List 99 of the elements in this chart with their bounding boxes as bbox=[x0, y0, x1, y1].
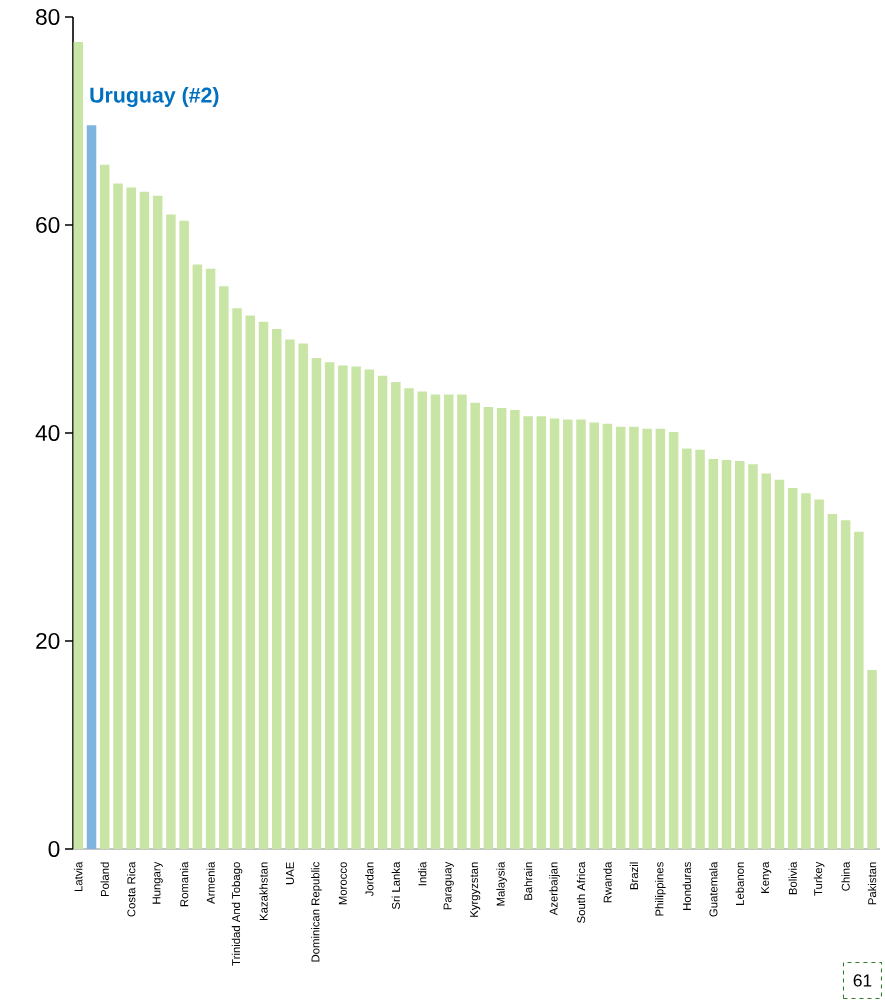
bar bbox=[166, 214, 176, 849]
bar bbox=[655, 428, 666, 849]
y-tick-label: 0 bbox=[48, 840, 60, 858]
bar bbox=[695, 449, 705, 849]
x-tick-label: Jordan bbox=[365, 862, 374, 897]
bar bbox=[523, 416, 533, 849]
y-tick-label: 40 bbox=[35, 424, 60, 442]
x-tick-label: Dominican Republic bbox=[311, 862, 322, 962]
bar bbox=[867, 670, 877, 849]
x-tick-label: Brazil bbox=[629, 862, 639, 890]
bar bbox=[99, 164, 110, 849]
bar bbox=[338, 365, 348, 849]
x-tick-label: Kazakhstan bbox=[259, 862, 268, 921]
bar bbox=[404, 388, 414, 849]
x-tick-label: Lebanon bbox=[735, 862, 744, 905]
bar bbox=[787, 488, 798, 849]
bar bbox=[113, 183, 123, 849]
x-tick-label: Honduras bbox=[682, 862, 692, 910]
bar bbox=[179, 220, 189, 849]
bar bbox=[774, 479, 785, 849]
bar bbox=[854, 531, 864, 849]
bar bbox=[391, 382, 401, 849]
bar bbox=[298, 343, 308, 849]
x-tick-label: Costa Rica bbox=[127, 861, 136, 917]
bar bbox=[735, 461, 745, 849]
x-tick-label: Rwanda bbox=[603, 861, 612, 903]
bar bbox=[668, 431, 679, 849]
x-tick-label: South Africa bbox=[576, 861, 586, 923]
y-tick-label: 20 bbox=[36, 632, 60, 650]
annotation: Uruguay (#2) bbox=[90, 87, 219, 108]
x-tick-label: Morocco bbox=[338, 862, 347, 905]
x-tick-label: Guatemala bbox=[709, 861, 718, 917]
x-tick-label: Kyrgyzstan bbox=[470, 862, 481, 917]
x-tick-label: Bahrain bbox=[523, 862, 533, 900]
bar bbox=[430, 394, 441, 849]
bar bbox=[761, 473, 771, 849]
x-tick-label: Paraguay bbox=[443, 861, 454, 910]
bar bbox=[602, 423, 613, 849]
bar bbox=[510, 410, 520, 849]
bar bbox=[271, 328, 282, 849]
bar bbox=[126, 187, 136, 849]
bar bbox=[311, 358, 322, 849]
bar bbox=[219, 286, 229, 849]
bar bbox=[840, 520, 851, 849]
x-tick-label: India bbox=[418, 861, 427, 886]
x-tick-label: Kenya bbox=[761, 861, 772, 893]
bar bbox=[827, 514, 838, 849]
x-tick-label: Romania bbox=[179, 861, 189, 907]
bar bbox=[801, 493, 811, 849]
x-tick-label: Azerbaijan bbox=[549, 862, 560, 916]
bar bbox=[73, 41, 84, 849]
bar bbox=[364, 369, 375, 849]
bar bbox=[139, 191, 150, 849]
bar bbox=[351, 366, 361, 849]
bar bbox=[192, 264, 203, 849]
bar bbox=[205, 268, 216, 849]
bar bbox=[86, 125, 97, 849]
bar bbox=[615, 426, 626, 849]
bar bbox=[814, 499, 824, 849]
x-tick-label: Malaysia bbox=[496, 861, 507, 906]
x-tick-label: Sri Lanka bbox=[391, 861, 400, 910]
bar bbox=[589, 422, 600, 849]
bar bbox=[629, 426, 639, 849]
y-tick-label: 60 bbox=[36, 216, 60, 234]
x-tick-label: Turkey bbox=[813, 861, 825, 896]
x-tick-label: Hungary bbox=[152, 861, 163, 904]
bar bbox=[536, 416, 547, 849]
bar bbox=[152, 195, 163, 849]
bar bbox=[708, 458, 719, 849]
x-tick-label: Pakistan bbox=[867, 862, 877, 905]
x-tick-label: Philippines bbox=[655, 862, 666, 916]
bar bbox=[748, 464, 758, 849]
bar bbox=[245, 315, 256, 849]
bar bbox=[470, 402, 480, 849]
bar bbox=[682, 448, 692, 849]
bar bbox=[285, 339, 295, 849]
x-tick-label: Armenia bbox=[206, 861, 215, 904]
bar bbox=[377, 375, 388, 849]
bar bbox=[443, 394, 454, 849]
x-tick-label: UAE bbox=[286, 862, 294, 885]
bar bbox=[324, 362, 335, 849]
x-tick-label: Trinidad And Tobago bbox=[231, 862, 243, 966]
bar bbox=[258, 321, 269, 849]
bar bbox=[576, 419, 586, 849]
bar bbox=[642, 428, 652, 849]
bar bbox=[457, 394, 467, 849]
bar bbox=[483, 406, 494, 849]
y-tick-label: 80 bbox=[36, 8, 60, 26]
x-tick-label: China bbox=[841, 861, 850, 891]
bar bbox=[417, 391, 428, 849]
text: 61 bbox=[853, 974, 872, 987]
bar bbox=[496, 408, 507, 849]
bar bbox=[563, 419, 573, 849]
bar bbox=[549, 418, 560, 849]
bar bbox=[721, 460, 732, 849]
bar bbox=[232, 308, 242, 849]
x-tick-label: Latvia bbox=[74, 861, 83, 892]
x-tick-label: Bolivia bbox=[788, 861, 797, 895]
x-tick-label: Poland bbox=[100, 862, 109, 897]
